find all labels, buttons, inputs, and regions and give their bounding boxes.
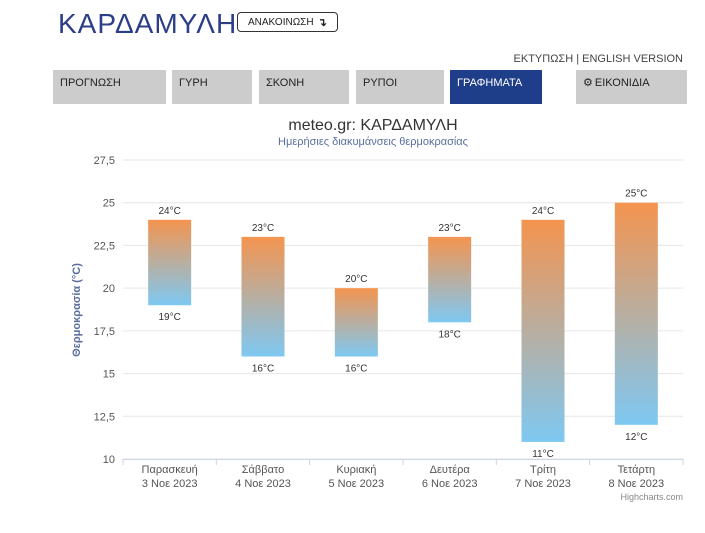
gear-icon: ⚙ (583, 77, 593, 89)
tab-label: ΕΙΚΟΝΙΔΙΑ (594, 77, 650, 89)
high-temp-label: 23°C (438, 223, 460, 234)
y-axis-label: Θερμοκρασία (°C) (71, 263, 83, 357)
x-tick-date: 7 Νοε 2023 (515, 478, 571, 490)
top-links: ΕΚΤΥΠΩΣΗ | ENGLISH VERSION (514, 53, 683, 65)
x-tick-date: 4 Νοε 2023 (235, 478, 291, 490)
announcement-button[interactable]: ΑΝΑΚΟΙΝΩΣΗ ↴ (237, 12, 338, 32)
low-temp-label: 16°C (345, 363, 367, 374)
tab-label: ΡΥΠΟΙ (363, 77, 398, 89)
temperature-range-bar[interactable] (521, 219, 565, 442)
y-tick-label: 17,5 (94, 326, 115, 338)
x-tick-day: Τρίτη (530, 464, 556, 476)
credits-link[interactable]: Highcharts.com (620, 492, 683, 502)
tab-pollen[interactable]: ΓΥΡΗ (172, 70, 252, 104)
tab-label: ΓΡΑΦΗΜΑΤΑ (457, 77, 523, 89)
y-tick-label: 22,5 (94, 240, 115, 252)
high-temp-label: 20°C (345, 274, 367, 285)
temperature-range-bar[interactable] (334, 288, 378, 357)
x-axis: Παρασκευή 3 Νοε 2023 Σάββατο 4 Νοε 2023 Κυρι… (122, 459, 684, 490)
arrow-turn-down-icon: ↴ (317, 16, 327, 29)
high-temp-label: 24°C (532, 206, 554, 217)
y-axis-ticks: 10 12,5 15 17,5 20 22,5 25 27,5 (94, 155, 115, 466)
announcement-label: ΑΝΑΚΟΙΝΩΣΗ (248, 16, 314, 28)
grid-lines (123, 159, 683, 460)
high-temp-label: 25°C (625, 189, 647, 200)
low-temp-label: 16°C (252, 363, 274, 374)
high-temp-label: 23°C (252, 223, 274, 234)
low-temp-label: 19°C (158, 312, 180, 323)
x-tick-day: Σάββατο (242, 464, 284, 476)
y-tick-label: 15 (103, 369, 115, 381)
tab-charts[interactable]: ΓΡΑΦΗΜΑΤΑ (450, 70, 542, 104)
low-temp-label: 12°C (625, 432, 647, 443)
tab-pollutants[interactable]: ΡΥΠΟΙ (356, 70, 444, 104)
page-title: ΚΑΡΔΑΜΥΛΗ (58, 8, 238, 39)
y-tick-label: 10 (103, 454, 115, 466)
x-tick-date: 3 Νοε 2023 (142, 478, 198, 490)
temperature-range-bar[interactable] (614, 202, 658, 425)
temperature-range-bar[interactable] (241, 236, 285, 357)
y-tick-label: 12,5 (94, 411, 115, 423)
tab-forecast[interactable]: ΠΡΟΓΝΩΣΗ (53, 70, 166, 104)
tab-label: ΠΡΟΓΝΩΣΗ (60, 77, 121, 89)
y-tick-label: 25 (103, 198, 115, 210)
y-tick-label: 27,5 (94, 155, 115, 167)
bars: 24°C 19°C 23°C 16°C 20°C 16°C 23°C 18°C 24°C 11°C… (148, 189, 658, 460)
tab-dust[interactable]: ΣΚΟΝΗ (259, 70, 349, 104)
temperature-range-bar[interactable] (428, 236, 472, 323)
x-tick-day: Δευτέρα (430, 464, 471, 476)
x-tick-date: 5 Νοε 2023 (328, 478, 384, 490)
x-tick-date: 8 Νοε 2023 (608, 478, 664, 490)
x-tick-day: Παρασκευή (142, 464, 198, 476)
low-temp-label: 11°C (532, 449, 554, 460)
tab-label: ΓΥΡΗ (179, 77, 208, 89)
x-tick-date: 6 Νοε 2023 (422, 478, 478, 490)
english-version-link[interactable]: ENGLISH VERSION (582, 53, 683, 65)
temperature-range-bar[interactable] (148, 219, 192, 306)
print-link[interactable]: ΕΚΤΥΠΩΣΗ (513, 53, 574, 65)
link-separator: | (576, 53, 580, 65)
chart-subtitle: Ημερήσιες διακυμάνσεις θερμοκρασίας (278, 136, 468, 148)
y-tick-label: 20 (103, 283, 115, 295)
tab-widgets[interactable]: ⚙ ΕΙΚΟΝΙΔΙΑ (576, 70, 687, 104)
low-temp-label: 18°C (438, 329, 460, 340)
high-temp-label: 24°C (158, 206, 180, 217)
x-tick-day: Τετάρτη (618, 464, 656, 476)
tab-label: ΣΚΟΝΗ (266, 77, 305, 89)
chart-title: meteo.gr: ΚΑΡΔΑΜΥΛΗ (288, 117, 457, 134)
x-tick-day: Κυριακή (336, 464, 376, 476)
